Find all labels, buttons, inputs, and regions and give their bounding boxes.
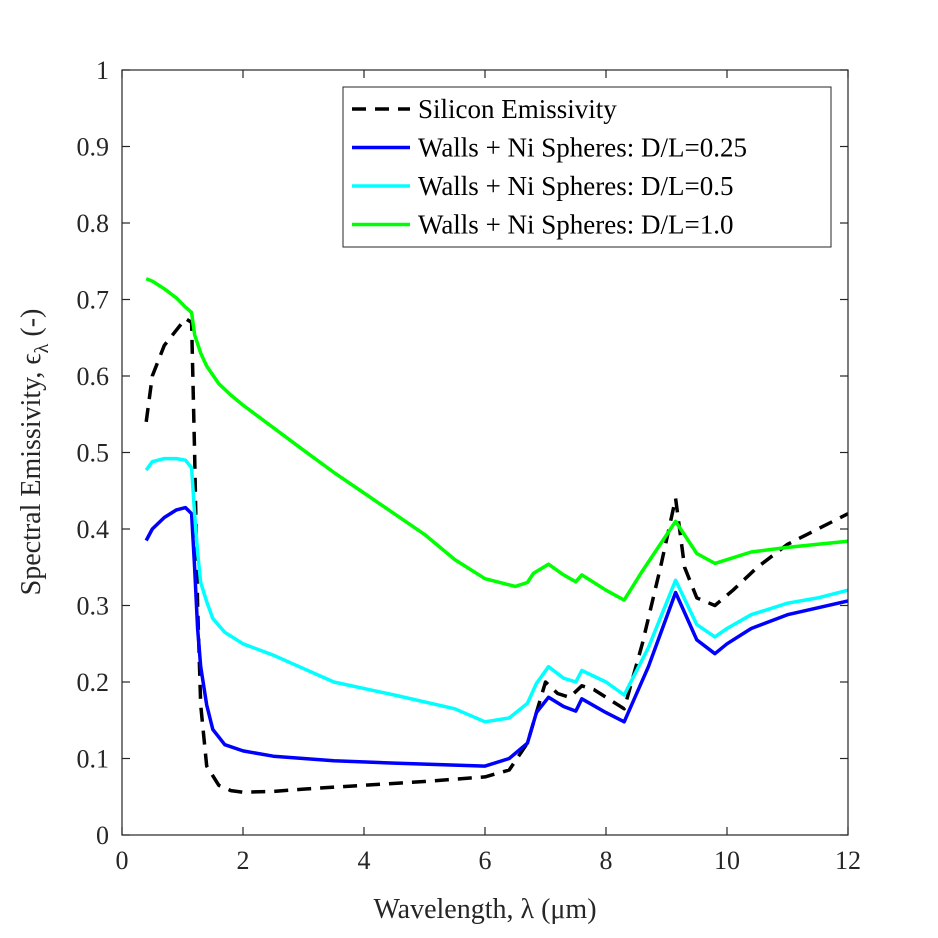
legend-box [342,86,832,248]
series-line-4 [145,277,848,602]
y-axis-label-suffix: (-) [16,309,47,344]
y-tick-label: 0.3 [77,592,110,621]
legend-label-3: Walls + Ni Spheres: D/L=0.5 [418,171,734,201]
x-tick-label: 0 [116,846,129,875]
tick-labels: 0 2 4 6 8 10 12 0 0.1 0.2 0.3 0.4 0.5 0.6 0.7 0.8 0.9 1 [77,56,862,875]
y-tick-label: 0.5 [77,439,110,468]
x-tick-label: 6 [479,846,492,875]
y-tick-label: 0.8 [77,209,110,238]
x-tick-label: 4 [358,846,371,875]
series-layer [144,277,848,794]
series-line-2 [144,505,848,768]
y-tick-label: 0.7 [77,286,110,315]
x-tick-label: 8 [600,846,613,875]
series-line-3 [144,456,848,724]
x-tick-label: 12 [835,846,861,875]
y-tick-label: 0.9 [77,133,110,162]
legend: Silicon Emissivity Walls + Ni Spheres: D/… [342,86,832,248]
y-tick-label: 1 [96,56,109,85]
x-tick-label: 10 [714,846,740,875]
axes-layer [121,69,849,836]
y-axis-label: Spectral Emissivity, ϵλ (-) [16,309,53,596]
y-tick-label: 0.6 [77,362,110,391]
x-axis-label: Wavelength, λ (μm) [373,894,596,925]
y-tick-label: 0 [96,821,109,850]
legend-label-1: Silicon Emissivity [418,94,617,124]
legend-label-2: Walls + Ni Spheres: D/L=0.25 [418,133,747,163]
y-tick-label: 0.4 [77,515,110,544]
y-tick-label: 0.1 [77,745,110,774]
y-axis-label-main: Spectral Emissivity, ϵ [16,353,47,595]
x-tick-label: 2 [237,846,250,875]
y-axis-label-subscript: λ [31,343,53,353]
legend-label-4: Walls + Ni Spheres: D/L=1.0 [418,210,734,240]
y-tick-label: 0.2 [77,668,110,697]
